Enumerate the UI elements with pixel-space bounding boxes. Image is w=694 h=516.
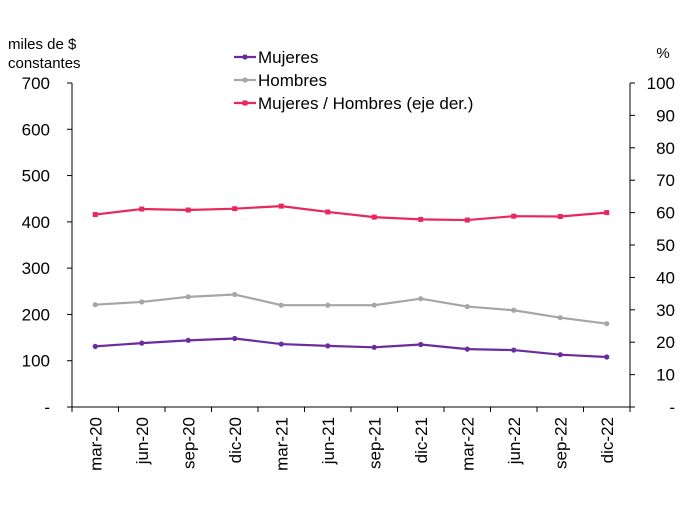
x-tick-label: sep-21 [365,417,384,469]
x-tick-label: mar-21 [272,417,291,471]
axes-layer [71,83,631,408]
legend-label: Mujeres / Hombres (eje der.) [258,94,473,113]
data-point [418,341,424,348]
left-axis-ticks: - 100 200 300 400 500 600 700 [22,74,72,417]
data-point [418,296,424,302]
legend-item: Hombres [234,71,327,90]
legend-item: Mujeres [234,48,318,67]
right-axis-ticks: - 10 20 30 40 50 60 70 80 90 100 [630,74,675,417]
data-point [232,291,238,298]
right-tick-label: 40 [656,268,675,287]
right-tick-label: 30 [656,301,675,320]
x-tick-label: sep-20 [179,417,198,469]
right-tick-label: 50 [656,236,675,255]
x-tick-label: mar-20 [86,417,105,471]
series-1 [92,335,610,360]
data-point [278,341,284,347]
data-point [139,299,145,305]
left-tick-label: 100 [22,352,50,371]
legend-item: Mujeres / Hombres (eje der.) [234,94,473,113]
series-3 [92,203,610,223]
right-tick-label: 10 [656,366,675,385]
left-axis-unit-line1: miles de $ [8,36,77,53]
x-tick-label: dic-20 [226,417,245,463]
data-point [139,340,145,346]
data-point [185,337,191,343]
data-point [418,216,424,222]
data-point [557,315,563,321]
data-point [185,294,191,300]
left-tick-label: 300 [22,259,50,278]
data-point [464,217,470,223]
data-point [232,335,238,342]
series-layer [92,203,610,360]
data-point [278,203,284,209]
x-axis-ticks: mar-20 jun-20 sep-20 dic-20 mar-21 jun-21 sep-… [71,407,631,471]
data-point [464,303,470,310]
left-tick-label: 500 [22,167,50,186]
legend-swatch-marker [242,77,248,83]
right-tick-label: - [669,398,675,417]
data-point [278,302,284,308]
left-tick-label: 200 [22,305,50,324]
data-point [185,207,191,213]
left-axis-unit-line2: constantes [8,55,81,72]
data-point [604,321,610,327]
data-point [511,213,517,219]
left-tick-label: 700 [22,74,50,93]
x-tick-label: jun-20 [133,417,152,465]
data-point [464,346,470,352]
series-line [95,337,607,359]
right-tick-label: 60 [656,204,675,223]
right-tick-label: 70 [656,171,675,190]
right-tick-label: 90 [656,106,675,125]
data-point [557,352,563,358]
data-point [325,343,331,349]
x-tick-label: sep-22 [551,417,570,469]
x-tick-label: dic-21 [412,417,431,463]
legend-swatch-marker [242,100,248,106]
legend-swatch-marker [242,54,248,60]
data-point [92,302,98,308]
x-tick-label: jun-22 [505,417,524,465]
x-tick-label: dic-22 [598,417,617,463]
series-2 [92,291,610,327]
data-point [371,214,377,220]
data-point [604,210,610,216]
data-point [511,347,517,353]
data-point [371,344,377,350]
legend-label: Mujeres [258,48,318,67]
series-line [95,205,607,222]
data-point [92,212,98,218]
x-tick-label: jun-21 [319,417,338,465]
series-line [95,293,607,325]
data-point [371,302,377,308]
data-point [139,206,145,212]
data-point [325,209,331,215]
left-tick-label: 600 [22,120,50,139]
data-point [604,354,610,360]
right-axis-unit: % [656,45,669,62]
left-tick-label: 400 [22,213,50,232]
legend: Mujeres Hombres Mujeres / Hombres (eje der… [234,48,473,113]
right-tick-label: 100 [647,74,675,93]
data-point [92,343,98,349]
right-tick-label: 80 [656,139,675,158]
data-point [325,302,331,308]
left-tick-label: - [44,398,50,417]
right-tick-label: 20 [656,333,675,352]
data-point [232,206,238,212]
legend-label: Hombres [258,71,327,90]
data-point [557,213,563,219]
x-tick-label: mar-22 [458,417,477,471]
data-point [511,307,517,313]
